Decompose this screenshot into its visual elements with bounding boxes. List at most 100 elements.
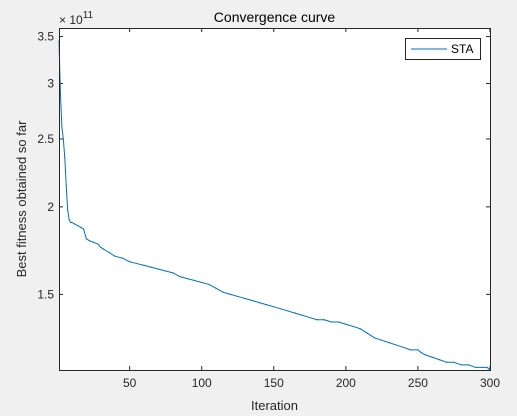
series-point-sta (237, 295, 239, 298)
series-point-sta (59, 93, 62, 95)
series-point-sta (258, 302, 260, 304)
y-tick-label: 2.5 (37, 132, 54, 146)
x-tick-label: 200 (336, 376, 356, 390)
series-point-sta (244, 297, 246, 300)
series-point-sta (273, 306, 275, 308)
series-point-sta (62, 138, 64, 140)
y-tick-label: 2 (47, 200, 54, 214)
plot-area (59, 28, 490, 370)
series-point-sta (193, 279, 196, 282)
series-point-sta (482, 366, 484, 369)
series-point-sta (453, 361, 455, 363)
series-point-sta (222, 291, 224, 293)
series-point-sta (424, 354, 426, 356)
series-point-sta (402, 346, 405, 349)
series-point-sta (80, 226, 82, 228)
series-point-sta (294, 312, 296, 314)
chart-title: Convergence curve (214, 9, 336, 25)
series-point-sta (61, 126, 63, 128)
y-exponent-marker: × (59, 13, 69, 27)
series-point-sta (265, 304, 268, 306)
y-tick-label: 3 (47, 76, 54, 90)
series-point-sta (420, 351, 422, 353)
series-point-sta (64, 157, 66, 159)
x-tick-label: 50 (123, 376, 137, 390)
series-point-sta (374, 337, 376, 339)
series-point-sta (431, 356, 433, 358)
series-point-sta (352, 325, 354, 328)
series-point-sta (136, 262, 138, 265)
series-point-sta (129, 261, 131, 263)
y-axis-ticks: 1.5 2 2.5 3 3.5 (37, 30, 490, 301)
legend: STA (405, 38, 481, 60)
series-point-sta (157, 268, 160, 270)
series-point-sta (165, 270, 167, 272)
x-tick-label: 150 (264, 376, 284, 390)
series-point-sta (323, 319, 325, 321)
series-point-sta (229, 293, 232, 295)
series-point-sta (69, 221, 72, 224)
series-point-sta (93, 241, 95, 243)
legend-label-sta: STA (451, 42, 473, 56)
series-point-sta (172, 272, 174, 274)
series-point-sta (474, 366, 477, 369)
series-point-sta (215, 287, 217, 289)
series-point-sta (85, 238, 87, 240)
series-point-sta (395, 344, 397, 346)
x-tick-label: 300 (480, 376, 500, 390)
series-point-sta (108, 252, 111, 254)
plot-frame (59, 28, 491, 371)
series-point-sta (71, 221, 73, 224)
series-point-sta (309, 316, 311, 319)
series-point-sta (381, 339, 383, 341)
series-point-sta (121, 257, 124, 259)
series-point-sta (77, 225, 79, 227)
series-point-sta (97, 243, 99, 245)
series-point-sta (388, 342, 390, 344)
series-point-sta (410, 349, 412, 351)
series-point-sta (345, 323, 347, 325)
series-point-sta (100, 246, 102, 249)
series-point-sta (330, 321, 333, 323)
series-point-sta (446, 361, 448, 363)
series-point-sta (438, 359, 441, 361)
series-point-sta (280, 308, 282, 310)
y-exponent-base: 10 (69, 13, 83, 27)
y-tick-label: 1.5 (37, 287, 54, 301)
x-axis-label: Iteration (251, 398, 298, 413)
series-point-sta (366, 332, 369, 334)
series-point-sta (467, 364, 469, 366)
series-point-sta (417, 349, 419, 351)
series-point-sta (486, 366, 488, 369)
y-tick-label: 3.5 (37, 30, 54, 44)
series-point-sta (208, 283, 210, 286)
series-point-sta (251, 299, 253, 302)
series-point-sta (88, 240, 90, 242)
series-point-sta (460, 364, 462, 366)
svg-text:× 1011: × 1011 (59, 10, 94, 27)
y-axis-exponent: × 1011 (59, 10, 94, 27)
series-point-sta (65, 184, 67, 186)
x-tick-label: 100 (192, 376, 212, 390)
series-point-sta (316, 319, 318, 321)
y-axis-label: Best fitness obtained so far (14, 120, 29, 277)
series-point-sta (82, 228, 85, 230)
series-point-sta (302, 314, 304, 316)
series-point-sta (201, 281, 203, 284)
series-point-sta (74, 223, 76, 225)
series-point-sta (68, 218, 70, 220)
series-line-sta (58, 40, 491, 371)
series-point-sta (67, 209, 69, 211)
series-point-sta (103, 248, 105, 250)
series-points (58, 40, 491, 371)
series-point-sta (150, 266, 152, 268)
series-point-sta (114, 255, 116, 257)
y-exponent-power: 11 (83, 10, 94, 21)
series-point-sta (186, 277, 188, 280)
series-point-sta (359, 328, 361, 330)
series-point-sta (338, 321, 340, 323)
series-point-sta (179, 276, 181, 278)
series-point-sta (287, 310, 289, 312)
series-point-sta (143, 264, 145, 266)
